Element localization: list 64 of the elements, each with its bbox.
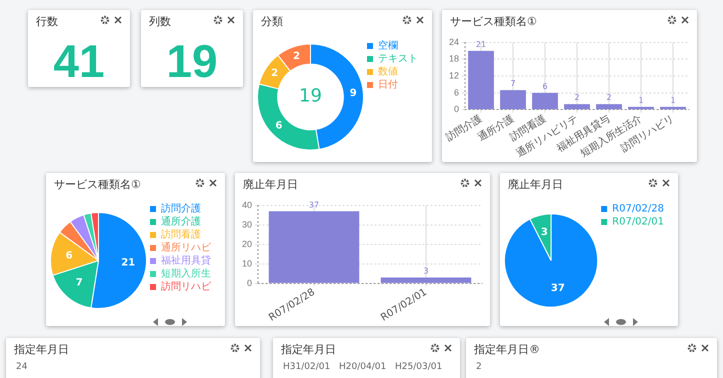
text: 指定年月日® (474, 342, 540, 357)
data-label: 2 (606, 93, 612, 102)
chart-title: 廃止年月日 (508, 177, 563, 192)
y-tick-label: 40 (242, 200, 252, 210)
data-label: 7 (76, 278, 83, 289)
data-label: 2 (574, 93, 580, 102)
text: H25/03/01 (395, 362, 442, 372)
text: 19 (299, 86, 322, 107)
data-label: 2 (271, 68, 278, 80)
y-tick-label: 0 (454, 104, 460, 114)
bar (532, 92, 558, 110)
legend-label: 日付 (378, 80, 398, 91)
data-label: 21 (476, 40, 486, 49)
legend-label: R07/02/28 (612, 204, 664, 215)
bar (596, 104, 622, 110)
data-label: 37 (550, 283, 565, 294)
text: 行数 (36, 14, 58, 29)
data-label: 6 (275, 120, 282, 132)
legend-label: 空欄 (378, 40, 398, 52)
legend-label: 訪問看護 (161, 228, 201, 241)
data-label: 3 (540, 227, 548, 238)
text: H20/04/01 (339, 362, 386, 372)
y-tick-label: 30 (242, 219, 252, 230)
legend-label: 訪問介護 (161, 202, 201, 215)
legend-label: 通所リハビ (161, 242, 212, 254)
data-label: 2 (293, 50, 300, 62)
y-tick-label: 20 (242, 238, 252, 249)
y-tick-label: 6 (454, 87, 460, 98)
legend-label: R07/02/01 (612, 216, 664, 228)
y-tick-label: 10 (242, 258, 252, 268)
legend-label: 福祉用具貸 (161, 254, 211, 267)
text: 41 (52, 34, 106, 88)
chart-title: 廃止年月日 (243, 177, 298, 192)
legend-label: 数値 (378, 66, 398, 78)
legend-label: 通所介護 (161, 216, 201, 228)
text: 指定年月日 (14, 342, 69, 357)
y-tick-label: 18 (448, 54, 460, 64)
y-tick-label: 0 (246, 278, 252, 288)
data-label: 37 (308, 200, 320, 210)
text: 2 (476, 362, 482, 372)
text: サービス種類名① (54, 177, 141, 192)
data-label: 6 (66, 250, 73, 262)
bar (468, 50, 494, 110)
data-label: 1 (670, 96, 676, 105)
chart-title: サービス種類名① (450, 14, 537, 29)
bar (500, 90, 526, 110)
text: H31/02/01 (283, 362, 330, 372)
data-label: 9 (350, 88, 357, 100)
text: 24 (16, 362, 28, 372)
legend-label: テキスト (378, 54, 418, 65)
data-label: 6 (542, 82, 548, 91)
chart-title: 分類 (261, 14, 283, 29)
data-label: 3 (423, 266, 429, 276)
text: 指定年月日 (281, 342, 336, 357)
text: 列数 (149, 14, 171, 29)
data-label: 7 (510, 79, 516, 88)
legend-label: 訪問リハビ (161, 280, 212, 293)
text: 19 (165, 34, 219, 88)
y-tick-label: 12 (448, 70, 460, 81)
bar (564, 104, 590, 110)
data-label: 1 (638, 96, 644, 105)
y-tick-label: 24 (448, 36, 460, 47)
data-label: 21 (121, 257, 136, 268)
legend-label: 短期入所生 (161, 268, 211, 280)
